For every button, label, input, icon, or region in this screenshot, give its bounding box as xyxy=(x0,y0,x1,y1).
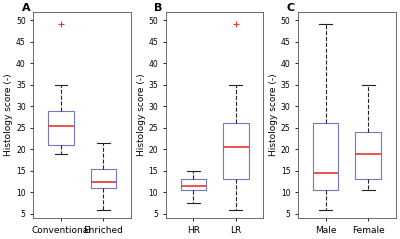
Y-axis label: Histology score (-): Histology score (-) xyxy=(269,74,278,156)
PathPatch shape xyxy=(48,111,74,145)
PathPatch shape xyxy=(181,179,206,190)
Text: B: B xyxy=(154,3,162,13)
PathPatch shape xyxy=(356,132,381,179)
Y-axis label: Histology score (-): Histology score (-) xyxy=(136,74,146,156)
PathPatch shape xyxy=(313,124,338,190)
PathPatch shape xyxy=(223,124,248,179)
Text: C: C xyxy=(286,3,294,13)
PathPatch shape xyxy=(91,169,116,188)
Y-axis label: Histology score (-): Histology score (-) xyxy=(4,74,13,156)
Text: A: A xyxy=(22,3,30,13)
